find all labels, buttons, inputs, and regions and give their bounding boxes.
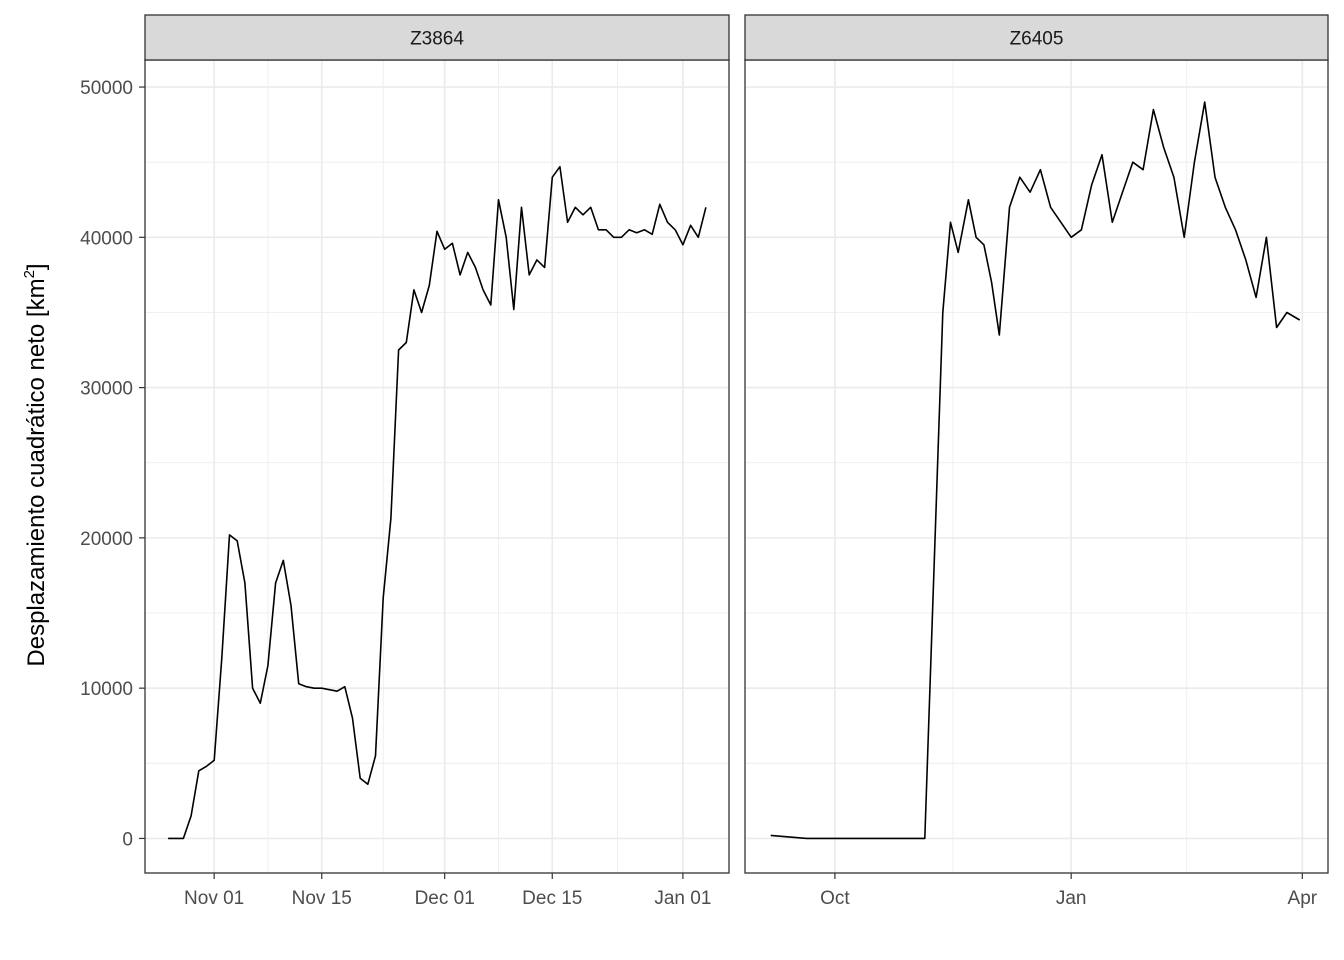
facet-strip bbox=[144, 14, 730, 61]
y-axis-unit-exponent: 2 bbox=[21, 270, 38, 278]
x-tick-label: Jan bbox=[1056, 888, 1087, 909]
panel-z6405: Z6405 Oct Jan Apr bbox=[744, 14, 1329, 909]
x-tick-label: Apr bbox=[1288, 888, 1318, 909]
panel-background bbox=[745, 60, 1328, 873]
x-tick-label: Oct bbox=[820, 888, 850, 909]
x-tick-label: Jan 01 bbox=[654, 888, 711, 909]
facet-strip-label: Z3864 bbox=[410, 29, 464, 50]
y-tick-label: 20000 bbox=[80, 529, 133, 550]
facet-strip-label: Z6405 bbox=[1010, 29, 1064, 50]
facet-strip bbox=[744, 14, 1329, 61]
y-tick-label: 40000 bbox=[80, 228, 133, 249]
y-axis-unit: km bbox=[23, 278, 50, 310]
x-tick-label: Nov 15 bbox=[292, 888, 352, 909]
y-tick-label: 10000 bbox=[80, 679, 133, 700]
y-tick-label: 50000 bbox=[80, 78, 133, 99]
y-axis-title-text: Desplazamiento cuadrático neto bbox=[23, 324, 50, 667]
y-tick-label: 0 bbox=[122, 829, 133, 850]
data-line bbox=[168, 165, 707, 840]
panel-background bbox=[145, 60, 729, 873]
y-tick-label: 30000 bbox=[80, 379, 133, 400]
data-line bbox=[770, 101, 1301, 840]
x-tick-label: Nov 01 bbox=[184, 888, 244, 909]
panel-z3864: Z3864 Nov 01 Nov 15 Dec 01 Dec 15 Jan 01 0 1000… bbox=[80, 14, 730, 909]
x-tick-label: Dec 01 bbox=[415, 888, 475, 909]
x-tick-label: Dec 15 bbox=[522, 888, 582, 909]
y-axis-title: Desplazamiento cuadrático neto [km2] bbox=[21, 263, 50, 666]
